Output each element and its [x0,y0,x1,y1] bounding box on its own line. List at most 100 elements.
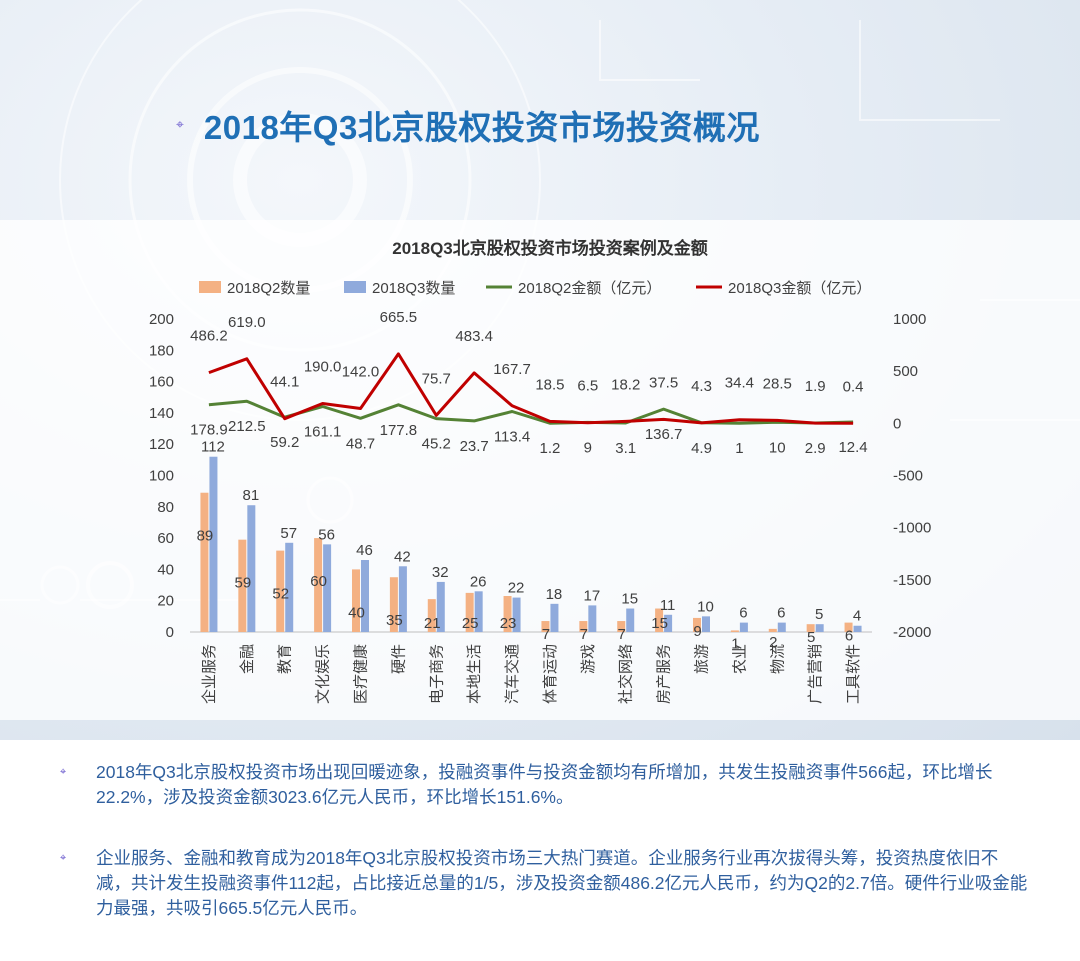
bar-q2-count [238,539,247,632]
bar-q3-count [323,544,332,632]
bar-q2-count [768,628,777,632]
label-q3-amount: 34.4 [725,375,754,392]
label-q2-amount: 161.1 [304,424,342,441]
bar-q3-count [702,616,710,632]
label-q2-amount: 48.7 [346,435,375,452]
label-q3-amount: 4.3 [691,378,712,395]
label-q2-count: 60 [310,573,327,590]
x-axis-categories: 企业服务 金融 教育 文化娱乐 医疗健康 硬件 电子商务 本地生活 汽车交通 体育运动 游戏 社交网络… [200,644,862,704]
label-q3-amount: 1.9 [805,378,826,395]
chart-legend: 2018Q2数量 2018Q3数量 2018Q2金额（亿元） 2018Q3金额（亿元） [199,280,871,297]
left-axis-tick: 80 [157,499,174,516]
bar-q3-count [247,505,256,632]
label-q2-count: 35 [386,612,403,629]
bar-q3-count [550,603,559,632]
label-q3-count: 57 [280,525,297,542]
left-axis-tick: 40 [157,561,174,578]
bar-q2-count [617,621,626,632]
bar-q3-count [664,614,673,632]
bar-q3-count [361,560,369,632]
label-q2-count: 7 [542,626,550,643]
line-series [208,352,854,425]
bar-q2-count [276,550,285,632]
label-q2-count: 25 [462,615,479,632]
label-q2-amount: 1 [735,440,743,457]
label-q2-amount: 177.8 [380,422,418,439]
label-q2-count: 6 [845,628,853,645]
label-q2-count: 7 [580,626,588,643]
page-title: 2018年Q3北京股权投资市场投资概况 [203,109,760,146]
label-q3-count: 56 [318,526,335,543]
label-q2-count: 52 [272,586,289,603]
label-q3-count: 112 [201,439,225,456]
label-q3-count: 5 [815,606,823,623]
label-q3-amount: 75.7 [422,370,451,387]
chart-title: 2018Q3北京股权投资市场投资案例及金额 [392,238,708,258]
category-label: 旅游 [694,644,711,674]
legend-label: 2018Q2数量 [227,280,310,297]
bar-q3-count [285,542,294,632]
label-q2-count: 21 [424,615,441,632]
category-label: 金融 [239,644,256,674]
category-label: 社交网络 [617,644,635,704]
label-q3-amount: 0.4 [843,378,864,395]
label-q3-amount: 190.0 [304,359,342,376]
investment-chart: 2018Q3北京股权投资市场投资案例及金额 2018Q2数量 2018Q3数量 20… [0,220,1080,720]
line-q2-amount [208,399,854,425]
category-label: 汽车交通 [503,644,521,704]
label-q3-amount: 619.0 [228,314,266,331]
category-label: 医疗健康 [353,644,370,704]
label-q3-amount: 167.7 [493,361,531,378]
category-label: 企业服务 [200,644,218,704]
label-q2-count: 9 [693,623,701,640]
label-q2-count: 59 [234,575,251,592]
label-q2-count: 5 [807,629,815,646]
label-q2-amount: 2.9 [805,440,826,457]
label-q2-amount: 3.1 [615,440,636,457]
bar-q2-count [579,621,588,632]
legend-swatch [199,281,221,293]
bar-q3-count [588,605,597,632]
right-axis-tick: 1000 [893,311,926,328]
left-axis-tick: 20 [157,593,174,610]
summary-paragraph-2: ⌖ 企业服务、金融和教育成为2018年Q3北京股权投资市场三大热门赛道。企业服务… [60,846,1030,921]
label-q3-count: 32 [432,564,449,581]
category-label: 农业 [731,644,748,674]
label-q3-count: 46 [356,542,373,559]
label-q3-amount: 28.5 [763,375,792,392]
label-q3-count: 18 [546,586,563,603]
summary-paragraph-1: ⌖ 2018年Q3北京股权投资市场出现回暖迹象，投融资事件与投资金额均有所增加，… [60,760,1030,810]
left-axis-tick: 200 [149,311,174,328]
label-q2-count: 2 [769,634,777,651]
title-bullet-icon: ⌖ [176,117,184,133]
category-label: 房产服务 [656,644,673,704]
label-q3-count: 6 [739,605,747,622]
bar-q2-count [730,630,739,632]
label-q3-amount: 483.4 [455,328,493,345]
bar-q2-count [541,621,550,632]
right-axis: -2000 -1500 -1000 -500 0 500 1000 [893,311,931,641]
legend-label: 2018Q3金额（亿元） [728,280,871,297]
label-q3-count: 42 [394,548,411,565]
bar-q2-count [314,538,323,632]
label-q3-count: 15 [621,591,638,608]
bar-q2-count [352,569,360,632]
left-axis-tick: 120 [149,436,174,453]
right-axis-tick: -1500 [893,572,931,589]
category-label: 游戏 [580,644,597,674]
left-axis-tick: 0 [166,624,174,641]
bar-q2-count [844,622,853,632]
bar-q2-count [503,596,512,632]
bar-q2-count [655,608,664,632]
label-q3-count: 26 [470,573,487,590]
bar-q2-count [200,492,209,632]
legend-label: 2018Q3数量 [372,280,455,297]
right-axis-tick: -500 [893,468,923,485]
bar-q2-count [389,577,398,632]
paragraph-text: 2018年Q3北京股权投资市场出现回暖迹象，投融资事件与投资金额均有所增加，共发… [96,762,993,807]
left-axis-tick: 180 [149,342,174,359]
bar-q3-count [815,624,824,632]
right-axis-tick: -1000 [893,520,931,537]
label-q3-count: 4 [853,608,861,625]
bar-q2-count [465,592,474,632]
